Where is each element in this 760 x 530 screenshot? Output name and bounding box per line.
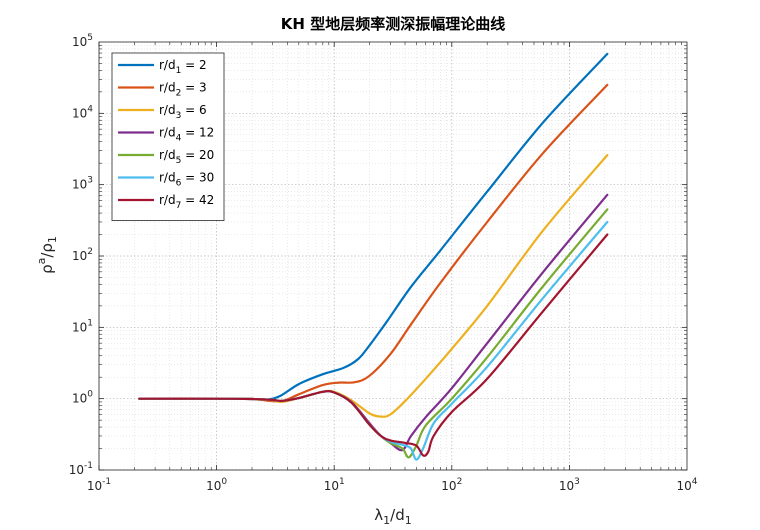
y-tick-label: 101 [72, 318, 93, 334]
legend-label-2: r/d2 = 3 [159, 81, 207, 99]
legend-label-6: r/d6 = 30 [159, 171, 214, 189]
series-line-7 [138, 233, 609, 457]
y-tick-label: 104 [72, 104, 93, 120]
chart-title: KH 型地层频率测深振幅理论曲线 [281, 15, 505, 33]
legend-label-1: r/d1 = 2 [159, 58, 207, 76]
series-lines [138, 52, 609, 461]
axis-ticks: 10-1 100 101 102 103 104 10-1 100 101 102 103 104 10… [69, 33, 698, 493]
x-tick-label: 101 [324, 477, 345, 493]
y-tick-label: 10-1 [69, 461, 93, 477]
x-tick-label: 100 [206, 477, 227, 493]
y-tick-label: 103 [72, 176, 93, 192]
grid-lines [98, 42, 687, 471]
x-axis-label: λ1/d1 [374, 506, 411, 527]
legend-box [111, 52, 225, 221]
legend: r/d1 = 2 r/d2 = 3 r/d3 = 6 r/d4 = 12 r/d5 = … [111, 52, 225, 221]
x-tick-label: 10-1 [87, 477, 111, 493]
legend-label-4: r/d4 = 12 [159, 126, 214, 144]
legend-label-5: r/d5 = 20 [159, 148, 214, 166]
y-tick-label: 105 [72, 33, 93, 49]
y-axis-label: ρa/ρ1 [35, 236, 59, 274]
legend-label-7: r/d7 = 42 [159, 193, 214, 211]
legend-label-3: r/d3 = 6 [159, 103, 207, 121]
x-tick-label: 103 [559, 477, 580, 493]
x-tick-label: 102 [441, 477, 462, 493]
x-tick-label: 104 [676, 477, 697, 493]
y-tick-label: 102 [72, 247, 93, 263]
y-tick-label: 100 [72, 390, 93, 406]
